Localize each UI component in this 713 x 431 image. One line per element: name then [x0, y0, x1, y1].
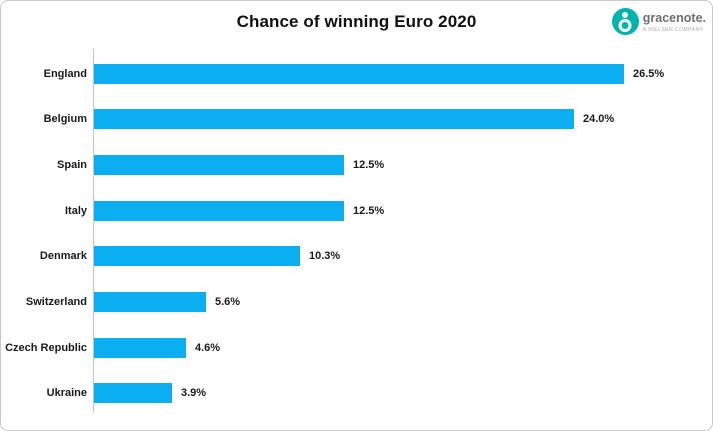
- logo-brand-text: gracenote.: [642, 11, 706, 25]
- value-label: 5.6%: [215, 295, 241, 308]
- bar-rows-container: England 26.5% Belgium 24.0% Spain 12.5% Italy 1…: [1, 51, 712, 416]
- gracenote-icon-ring: [618, 19, 632, 32]
- logo-text-block: gracenote. A NIELSEN COMPANY: [643, 12, 706, 33]
- bar: [94, 337, 186, 358]
- bar-row: Belgium 24.0%: [1, 97, 712, 143]
- category-label: Italy: [64, 204, 87, 217]
- bar-row: Italy 12.5%: [1, 188, 712, 234]
- bar-row: Switzerland 5.6%: [1, 279, 712, 325]
- category-label: Denmark: [39, 250, 87, 263]
- category-label: England: [43, 67, 87, 80]
- bar: [94, 383, 172, 404]
- bar-chart-plot-area: England 26.5% Belgium 24.0% Spain 12.5% Italy 1…: [1, 49, 712, 416]
- value-label: 26.5%: [633, 67, 665, 80]
- value-label: 12.5%: [353, 159, 385, 172]
- gracenote-logo: gracenote. A NIELSEN COMPANY: [611, 8, 706, 35]
- logo-tagline-text: A NIELSEN COMPANY: [642, 26, 704, 33]
- bar-row: England 26.5%: [1, 51, 712, 97]
- bar: [94, 200, 344, 221]
- value-label: 24.0%: [583, 113, 615, 126]
- bar-row: Denmark 10.3%: [1, 234, 712, 280]
- category-label: Switzerland: [25, 295, 87, 308]
- category-label: Ukraine: [46, 387, 87, 400]
- category-label: Czech Republic: [5, 341, 87, 354]
- gracenote-icon: [611, 8, 639, 35]
- value-label: 10.3%: [309, 250, 341, 263]
- value-label: 12.5%: [353, 204, 385, 217]
- bar-row: Ukraine 3.9%: [1, 370, 712, 416]
- bar: [94, 155, 344, 176]
- bar: [94, 109, 574, 130]
- category-label: Belgium: [43, 113, 87, 126]
- chart-title: Chance of winning Euro 2020: [236, 12, 477, 31]
- bar-row: Czech Republic 4.6%: [1, 325, 712, 371]
- bar-row: Spain 12.5%: [1, 142, 712, 188]
- value-label: 3.9%: [181, 387, 207, 400]
- bar: [94, 291, 206, 312]
- category-label: Spain: [57, 159, 87, 172]
- value-label: 4.6%: [195, 341, 221, 354]
- gracenote-icon-dot: [622, 12, 629, 18]
- y-axis-line: [93, 49, 94, 413]
- bar: [94, 63, 624, 84]
- bar: [94, 246, 300, 267]
